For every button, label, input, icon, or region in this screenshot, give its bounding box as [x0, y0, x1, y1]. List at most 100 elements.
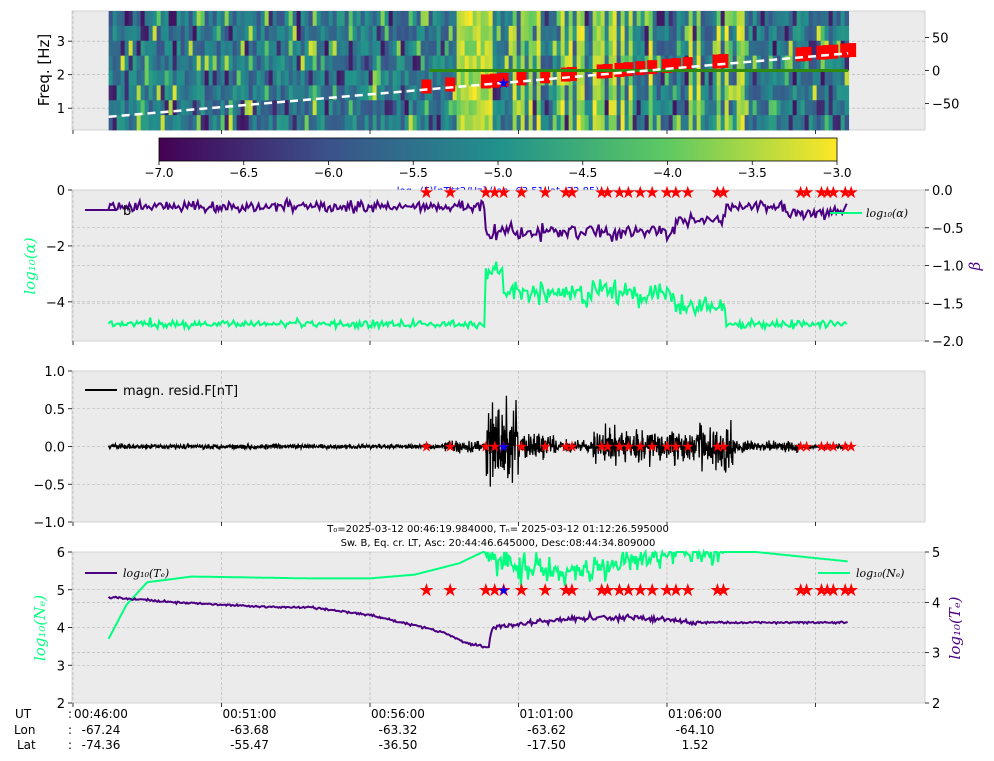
- spectrogram-cell: [600, 115, 606, 131]
- spectrogram-cell: [120, 55, 126, 71]
- spectrogram-cell: [592, 85, 598, 101]
- spectrogram-cell: [316, 55, 322, 71]
- spectrogram-cell: [772, 40, 778, 57]
- spectrogram-cell: [696, 70, 702, 86]
- footer-lon: -63.32: [379, 723, 418, 737]
- spectrogram-cell: [684, 115, 690, 131]
- spectrogram-cell: [156, 11, 162, 27]
- spectrogram-cell: [388, 11, 394, 27]
- event-block: [540, 69, 551, 84]
- event-star: ★: [837, 580, 853, 601]
- spectrogram-cell: [332, 40, 338, 57]
- spectrogram-cell: [152, 85, 158, 101]
- spectrogram-cell: [460, 100, 466, 116]
- spectrogram-cell: [564, 25, 570, 42]
- spectrogram-cell: [524, 11, 530, 27]
- event-star: ★: [799, 183, 814, 203]
- spectrogram-cell: [596, 11, 602, 27]
- spectrogram-cell: [476, 55, 482, 71]
- alpha-y-ticks: 0−2−4: [46, 184, 72, 311]
- spectrogram-cell: [672, 100, 678, 116]
- spectrogram-cell: [180, 25, 186, 42]
- spectrogram-cell: [716, 70, 722, 86]
- spectrogram-cell: [516, 11, 522, 27]
- spectrogram-cell: [680, 70, 686, 86]
- spectrogram-cell: [484, 115, 490, 131]
- spectrogram-cell: [404, 25, 410, 42]
- spectrogram-cell: [752, 11, 758, 27]
- spectrogram-cell: [532, 85, 538, 101]
- spectrogram-cell: [416, 115, 422, 131]
- spectrogram-cell: [316, 11, 322, 27]
- event-star: ★: [715, 580, 731, 601]
- spectrogram-cell: [296, 70, 302, 86]
- footer-colon-lat: :: [68, 738, 72, 752]
- spectrogram-cell: [580, 85, 586, 101]
- spectrogram-cell: [160, 100, 166, 116]
- spectrogram-cell: [460, 40, 466, 57]
- spectrogram-cell: [352, 100, 358, 116]
- spectrogram-cell: [780, 115, 786, 131]
- spectrogram-cell: [344, 11, 350, 27]
- spectrogram-cell: [540, 55, 546, 71]
- spectrogram-cell: [440, 115, 446, 131]
- spectrogram-cell: [236, 85, 242, 101]
- residual-events: ★ ★ ★★★ ★ ★ ★★ ★★★★★★ ★★★ ★★ ★★ ★★★★★★: [420, 438, 858, 456]
- event-star: ★: [826, 183, 841, 203]
- spectrogram-cell: [492, 55, 498, 71]
- spectrogram-cell: [332, 55, 338, 71]
- spectrogram-cell: [240, 55, 246, 71]
- spectrogram-cell: [788, 55, 794, 71]
- spectrogram-cell: [628, 115, 634, 131]
- spectrogram-cell: [324, 25, 330, 42]
- spectrogram-cell: [612, 25, 618, 42]
- spectrogram-cell: [248, 70, 254, 86]
- spectrogram-cell: [748, 115, 754, 131]
- spectrogram-cell: [548, 40, 554, 57]
- spectrogram-cell: [696, 40, 702, 57]
- spectrogram-cell: [140, 85, 146, 101]
- spectrogram-cell: [340, 11, 346, 27]
- spectrogram-cell: [444, 25, 450, 42]
- spectrogram-cell: [376, 70, 382, 86]
- spectrogram-cell: [120, 70, 126, 86]
- spectrogram-cell: [300, 11, 306, 27]
- spectrogram-cell: [744, 85, 750, 101]
- spectrogram-cell: [660, 25, 666, 42]
- spectrogram-cell: [228, 115, 234, 131]
- spectrogram-cell: [468, 115, 474, 131]
- spectrogram-cell: [608, 85, 614, 101]
- spectrogram-cell: [732, 25, 738, 42]
- spectrogram-cell: [708, 40, 714, 57]
- spectrogram-cell: [260, 40, 266, 57]
- spectrogram-cell: [584, 40, 590, 57]
- spectrogram-cell: [340, 115, 346, 131]
- spectrogram-cell: [820, 70, 826, 86]
- event-star: ★: [793, 183, 808, 203]
- spectrogram-cell: [652, 115, 658, 131]
- spectrogram-cell: [832, 11, 838, 27]
- spectrogram-cell: [196, 100, 202, 116]
- spectrogram-cell: [128, 100, 134, 116]
- event-star: ★: [564, 580, 580, 601]
- spectrogram-cell: [212, 115, 218, 131]
- spectrogram-cell: [292, 85, 298, 101]
- spectrogram-cell: [600, 85, 606, 101]
- spectrogram-cell: [272, 115, 278, 131]
- spectrogram-cell: [128, 115, 134, 131]
- spectrogram-cell: [140, 100, 146, 116]
- spectrogram-cell: [832, 55, 838, 71]
- spectrogram-cell: [180, 55, 186, 71]
- spectrogram-cell: [496, 11, 502, 27]
- event-star: ★: [838, 438, 851, 456]
- spectrogram-cell: [428, 70, 434, 86]
- spectrogram-cell: [536, 85, 542, 101]
- footer-lon: -63.62: [527, 723, 566, 737]
- spectrogram-cell: [800, 115, 806, 131]
- spectrogram-cell: [248, 85, 254, 101]
- spectrogram-cell: [344, 40, 350, 57]
- spectrogram-cell: [264, 11, 270, 27]
- spectrogram-cell: [132, 25, 138, 42]
- spectrogram-cell: [832, 85, 838, 101]
- spectrogram-cell: [620, 40, 626, 57]
